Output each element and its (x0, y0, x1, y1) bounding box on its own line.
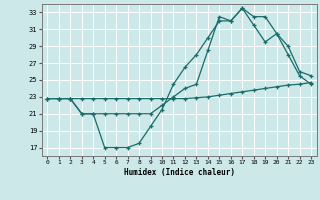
X-axis label: Humidex (Indice chaleur): Humidex (Indice chaleur) (124, 168, 235, 177)
